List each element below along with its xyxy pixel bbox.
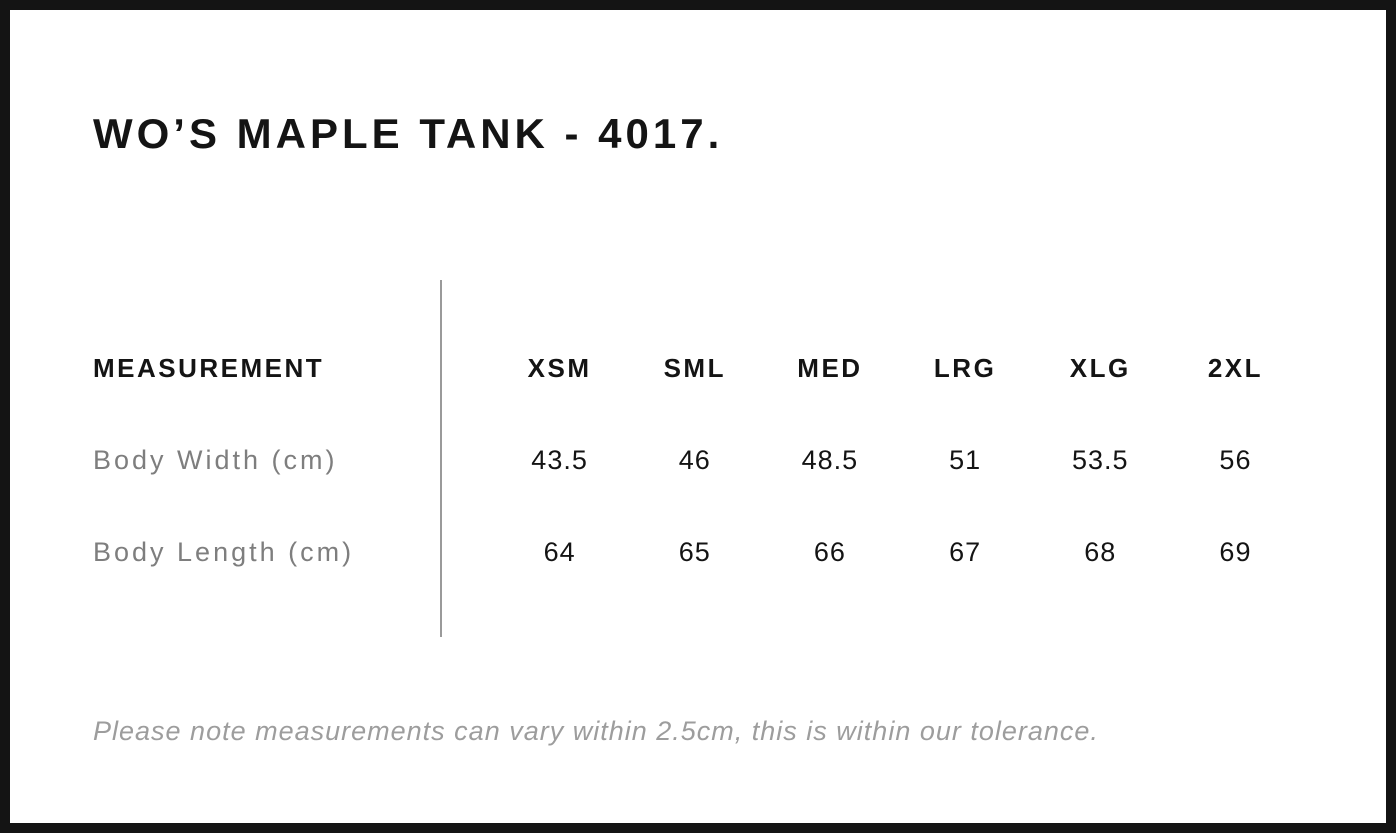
column-header-2xl: 2XL — [1207, 352, 1264, 383]
table-header-row: MEASUREMENT XSM SML MED LRG XLG 2XL — [93, 322, 1303, 414]
body-length-med: 66 — [813, 536, 846, 567]
column-header-med: MED — [797, 352, 863, 383]
page-title: WO’S MAPLE TANK - 4017. — [93, 110, 724, 157]
column-header-sml: SML — [663, 352, 726, 383]
body-width-xsm: 43.5 — [531, 444, 588, 475]
body-length-sml: 65 — [678, 536, 711, 567]
column-header-xlg: XLG — [1069, 352, 1131, 383]
row-label: Body Length (cm) — [93, 536, 355, 567]
column-header-measurement: MEASUREMENT — [93, 352, 325, 383]
table-row-body-width: Body Width (cm) 43.5 46 48.5 51 53.5 56 — [93, 414, 1303, 506]
body-width-med: 48.5 — [801, 444, 859, 475]
body-length-2xl: 69 — [1219, 536, 1252, 567]
size-chart-table: MEASUREMENT XSM SML MED LRG XLG 2XL Body… — [93, 322, 1303, 598]
column-header-xsm: XSM — [527, 352, 592, 383]
table-row-body-length: Body Length (cm) 64 65 66 67 68 69 — [93, 506, 1303, 598]
row-label: Body Width (cm) — [93, 444, 338, 475]
column-header-lrg: LRG — [933, 352, 997, 383]
body-length-lrg: 67 — [949, 536, 982, 567]
body-width-2xl: 56 — [1219, 444, 1252, 475]
body-width-xlg: 53.5 — [1071, 444, 1129, 475]
body-length-xsm: 64 — [543, 536, 576, 567]
body-length-xlg: 68 — [1084, 536, 1117, 567]
table-vertical-divider — [440, 280, 442, 637]
tolerance-note: Please note measurements can vary within… — [93, 716, 1099, 746]
body-width-sml: 46 — [678, 444, 711, 475]
body-width-lrg: 51 — [949, 444, 982, 475]
